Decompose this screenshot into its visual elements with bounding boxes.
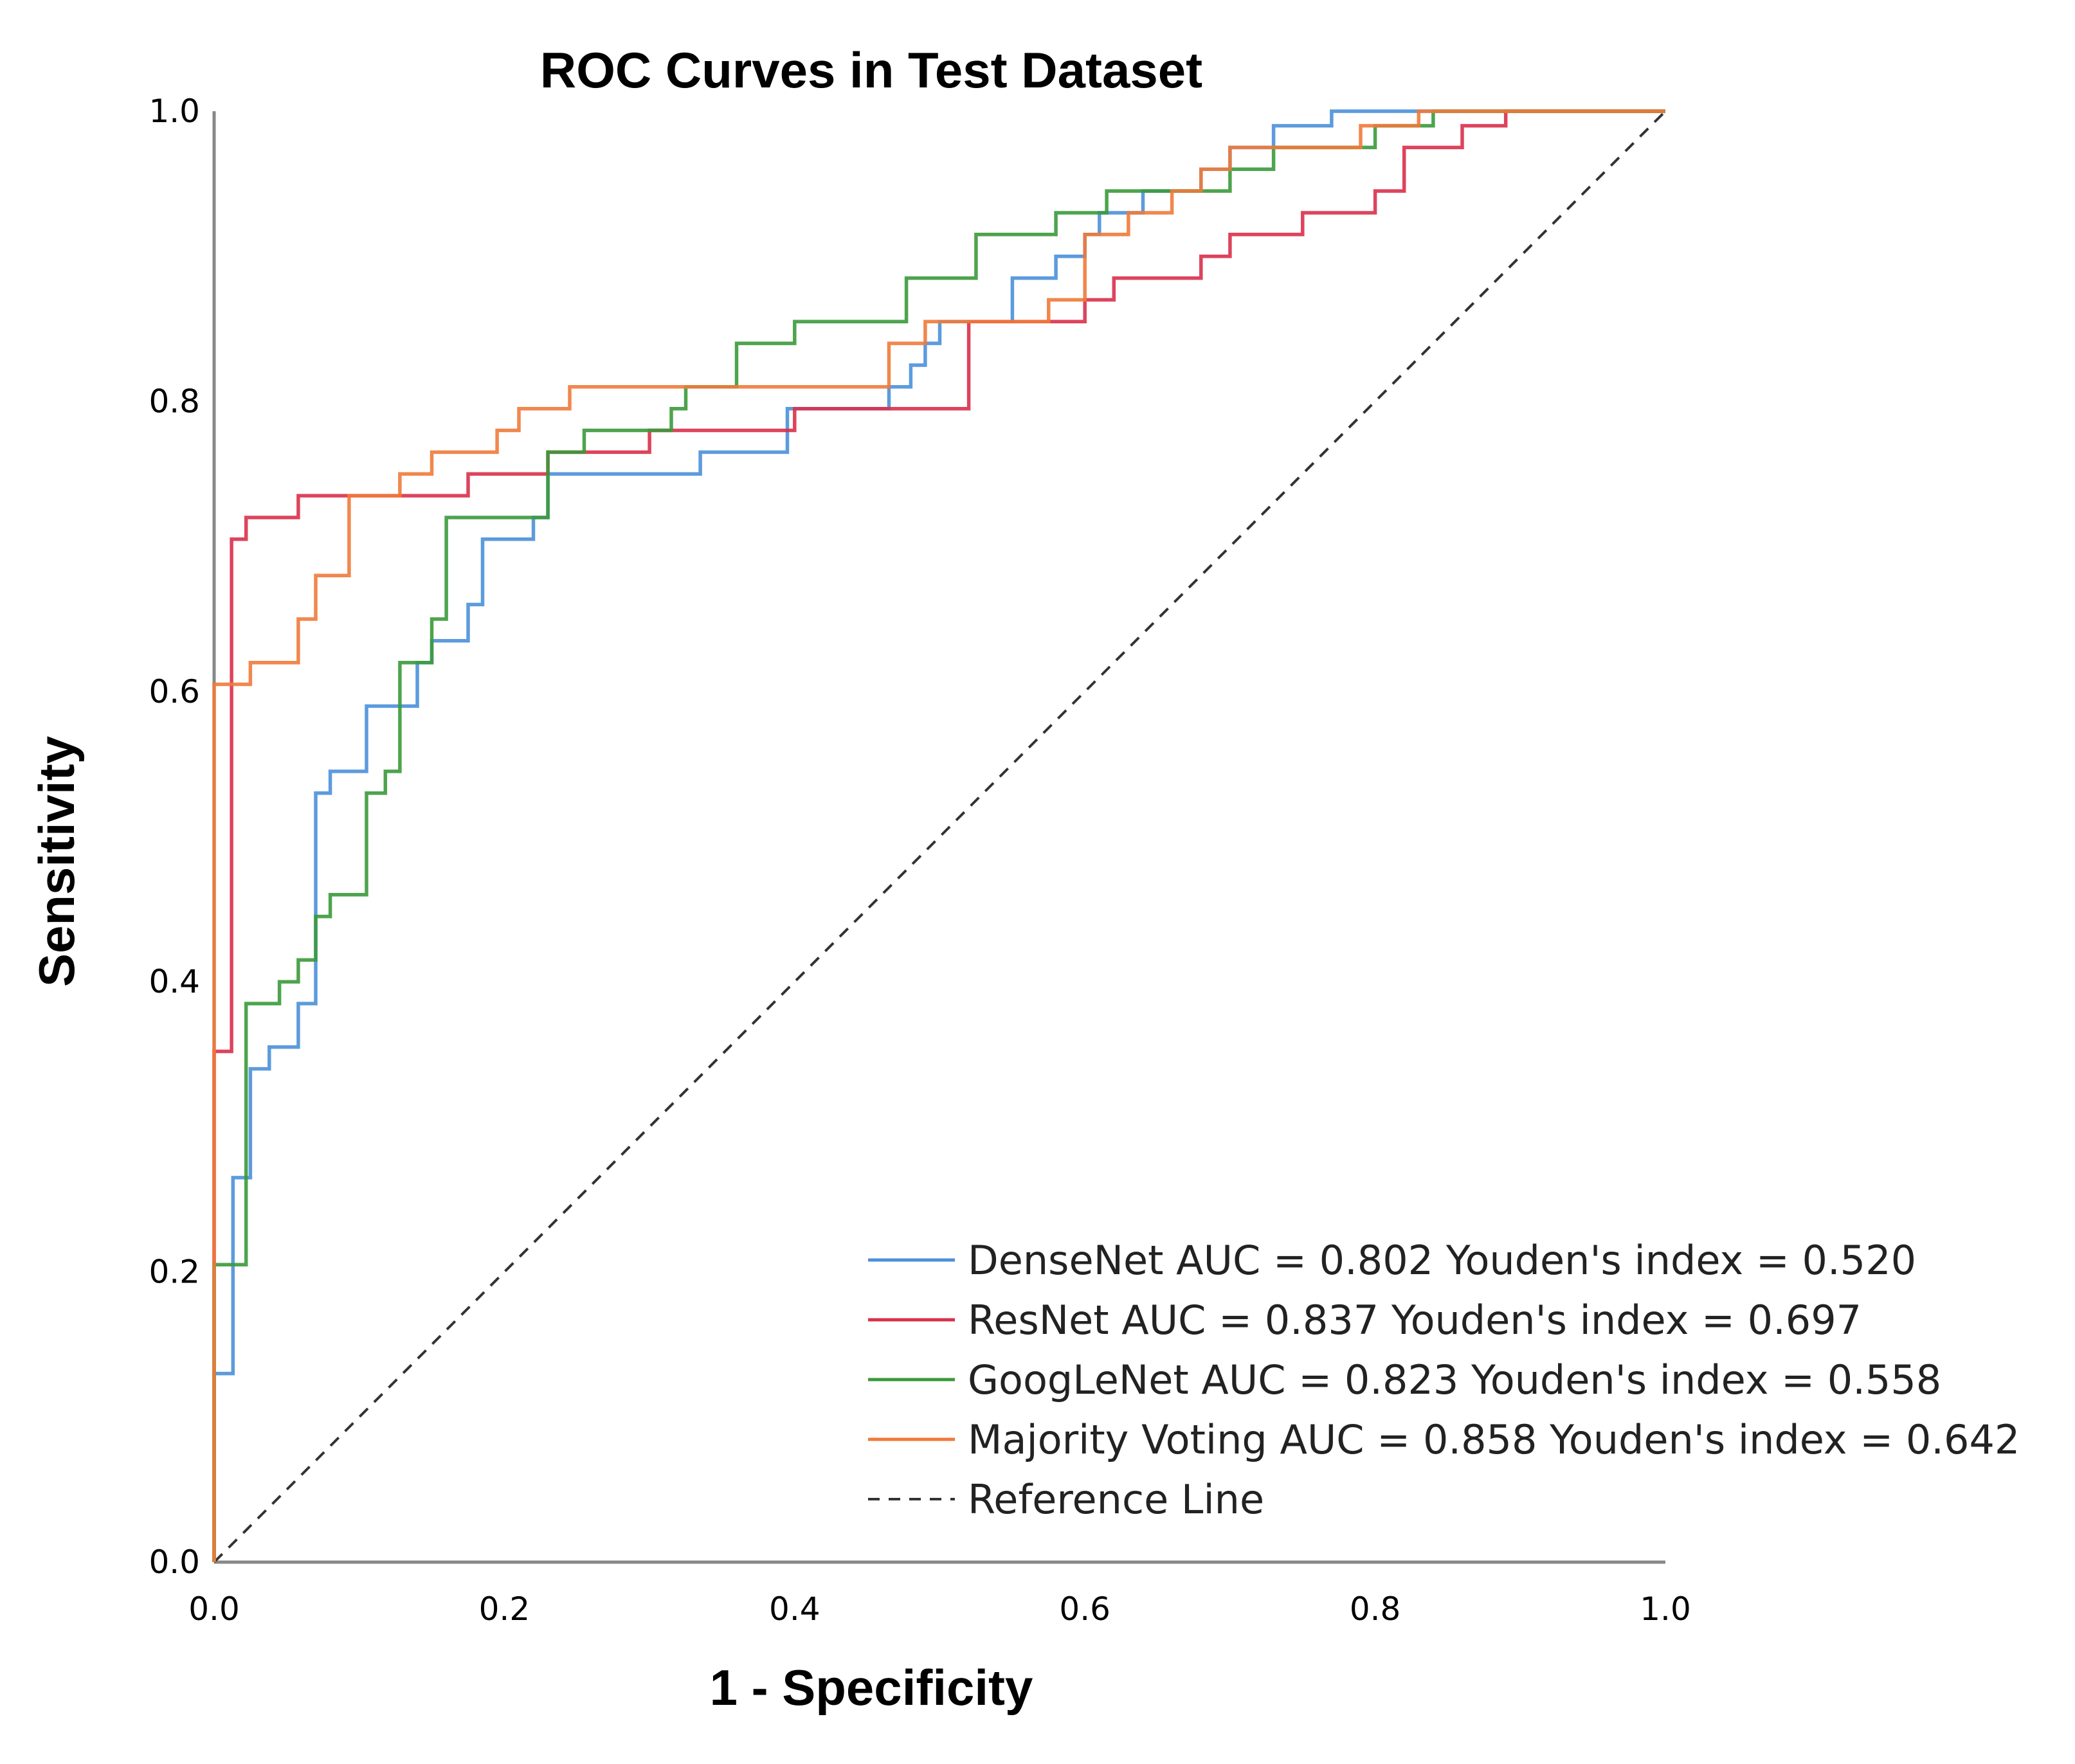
x-tick-label: 1.0: [1640, 1590, 1691, 1628]
legend-label-resnet: ResNet AUC = 0.837 Youden's index = 0.69…: [968, 1297, 1862, 1344]
y-tick-label: 0.8: [149, 382, 200, 420]
series-line-majority-voting: [212, 109, 1665, 1562]
x-tick-label: 0.8: [1350, 1590, 1401, 1628]
y-axis-label: Sensitivity: [28, 736, 85, 987]
y-tick-label: 0.0: [149, 1544, 200, 1581]
x-tick-label: 0.0: [188, 1590, 240, 1628]
y-tick-label: 0.6: [149, 673, 200, 710]
legend-label-googlenet: GoogLeNet AUC = 0.823 Youden's index = 0…: [968, 1356, 1941, 1403]
series-line-reference-line: [213, 110, 1667, 1563]
x-tick-label: 0.4: [769, 1590, 820, 1628]
y-tick-label: 1.0: [149, 93, 200, 130]
series-lines: [212, 109, 1667, 1563]
legend-label-densenet: DenseNet AUC = 0.802 Youden's index = 0.…: [968, 1237, 1916, 1284]
tick-labels: 0.0 0.2 0.4 0.6 0.8 1.0 0.0 0.2 0.4 0.6 0.8 1.0: [149, 93, 1690, 1628]
x-tick-label: 0.6: [1059, 1590, 1110, 1628]
y-tick-label: 0.2: [149, 1254, 200, 1291]
series-line-densenet: [212, 109, 1665, 1562]
chart-title: ROC Curves in Test Dataset: [540, 42, 1202, 98]
y-tick-label: 0.4: [149, 963, 200, 1000]
x-axis-label: 1 - Specificity: [710, 1659, 1033, 1716]
legend-label-majority-voting: Majority Voting AUC = 0.858 Youden's ind…: [968, 1416, 2020, 1463]
legend-label-reference-line: Reference Line: [968, 1476, 1264, 1523]
x-tick-label: 0.2: [479, 1590, 530, 1628]
series-line-resnet: [212, 109, 1665, 1562]
legend: DenseNet AUC = 0.802 Youden's index = 0.…: [868, 1237, 2020, 1523]
